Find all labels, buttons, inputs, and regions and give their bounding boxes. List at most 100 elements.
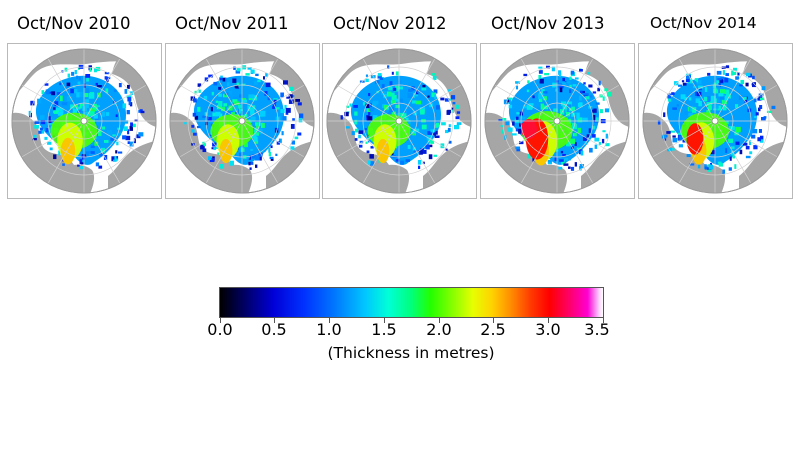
ice-speckle (33, 134, 37, 138)
ice-speckle (127, 97, 132, 102)
ice-speckle (421, 124, 427, 130)
ice-speckle (532, 95, 535, 99)
ice-speckle (294, 136, 299, 140)
ice-speckle (197, 83, 202, 87)
ice-speckle (204, 77, 209, 82)
ice-speckle (518, 128, 522, 134)
ice-speckle (602, 96, 605, 101)
ice-speckle (758, 93, 764, 97)
ice-speckle (367, 160, 371, 165)
ice-speckle (538, 70, 543, 74)
ice-speckle (725, 148, 728, 154)
ice-speckle (694, 78, 699, 83)
ice-speckle (678, 84, 683, 87)
ice-speckle (451, 107, 454, 110)
ice-speckle (213, 81, 218, 86)
ice-speckle (288, 94, 293, 99)
ice-speckle (426, 134, 432, 140)
ice-speckle (500, 129, 504, 134)
ice-speckle (569, 89, 572, 93)
polar-map (642, 48, 788, 194)
ice-speckle (208, 113, 213, 117)
ice-speckle (408, 82, 413, 87)
ice-speckle (269, 156, 274, 160)
ice-speckle (448, 140, 452, 144)
ice-speckle (698, 100, 702, 107)
ice-speckle (663, 112, 666, 118)
ice-speckle (220, 75, 223, 78)
ice-speckle (523, 104, 529, 109)
ice-speckle (258, 156, 262, 161)
ice-speckle (372, 100, 379, 105)
ice-speckle (553, 108, 558, 112)
ice-speckle (398, 86, 404, 90)
ice-speckle (667, 97, 672, 102)
ice-thickness-map-2012 (322, 43, 477, 199)
ice-speckle (243, 143, 248, 148)
ice-speckle (283, 80, 288, 85)
ice-speckle (666, 131, 671, 134)
ice-speckle (672, 107, 677, 110)
ice-speckle (95, 162, 100, 167)
ice-speckle (49, 122, 53, 126)
ice-speckle (732, 154, 736, 159)
ice-speckle (229, 160, 234, 166)
ice-speckle (258, 151, 263, 157)
ice-speckle (354, 111, 358, 116)
ice-speckle (427, 95, 430, 98)
ice-speckle (89, 108, 96, 113)
ice-speckle (400, 160, 405, 165)
ice-speckle (716, 80, 721, 85)
ice-speckle (580, 150, 584, 156)
colorbar-tick (439, 318, 440, 323)
ice-speckle (297, 132, 302, 136)
ice-speckle (364, 128, 368, 131)
ice-speckle (278, 138, 282, 143)
ice-speckle (93, 114, 98, 119)
ice-speckle (752, 129, 758, 134)
north-pole-marker (553, 117, 561, 125)
ice-speckle (586, 134, 590, 138)
panel-title-2012: Oct/Nov 2012 (333, 14, 447, 33)
ice-speckle (388, 106, 394, 113)
ice-speckle (71, 71, 75, 76)
parallel-circle (344, 66, 454, 176)
ice-speckle (579, 69, 583, 72)
ice-speckle (413, 150, 417, 153)
ice-speckle (398, 104, 404, 110)
ice-speckle (579, 166, 582, 171)
ice-speckle (111, 156, 115, 162)
ice-speckle (66, 86, 70, 91)
ice-speckle (687, 79, 693, 84)
ice-speckle (398, 112, 404, 119)
ice-speckle (127, 141, 131, 144)
ice-speckle (79, 166, 84, 170)
ice-speckle (446, 110, 451, 115)
ice-speckle (730, 146, 735, 150)
ice-speckle (554, 88, 558, 92)
ice-speckle (547, 160, 552, 163)
ice-speckle (370, 161, 375, 166)
ice-speckle (516, 148, 521, 152)
ice-speckle (667, 93, 672, 99)
ice-speckle (126, 110, 130, 115)
ice-speckle (717, 78, 722, 81)
parallel-circle (678, 84, 752, 158)
ice-speckle (718, 99, 722, 103)
ice-speckle (41, 128, 45, 134)
ice-speckle (504, 99, 508, 105)
ice-speckle (570, 70, 575, 75)
ice-speckle (344, 111, 349, 117)
ice-speckle (94, 105, 100, 111)
ice-speckle (740, 79, 745, 85)
ice-speckle (395, 71, 399, 76)
colorbar-tick (384, 318, 385, 323)
ice-speckle (200, 144, 205, 150)
ice-speckle (720, 89, 726, 94)
ice-speckle (358, 144, 363, 148)
greenland (58, 164, 95, 193)
ice-speckle (354, 119, 358, 125)
ice-speckle (688, 112, 694, 117)
ice-speckle (698, 85, 703, 89)
ice-speckle (381, 91, 386, 96)
